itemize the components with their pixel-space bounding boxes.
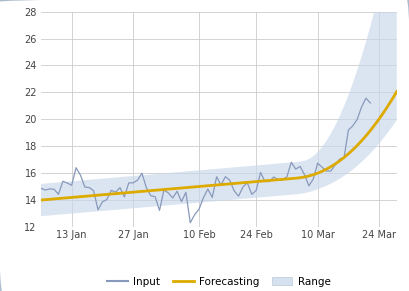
Legend: Input, Forecasting, Range: Input, Forecasting, Range [103,272,335,291]
